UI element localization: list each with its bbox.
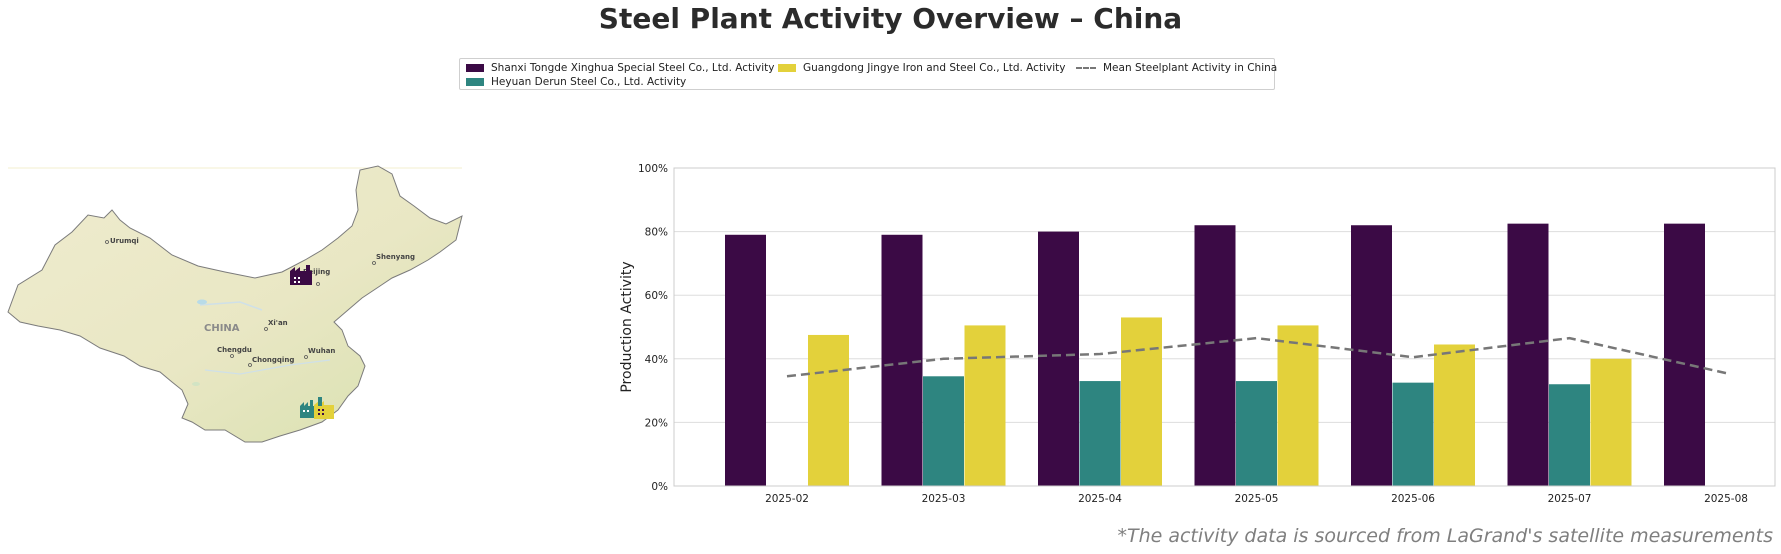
chart-title: Steel Plant Activity Overview – China <box>598 2 1183 35</box>
y-tick-label: 60% <box>645 290 668 302</box>
bar-heyuan-2025-03 <box>923 376 964 486</box>
bar-shanxi-2025-03 <box>881 234 923 486</box>
factory-icon-heyuan <box>300 400 314 418</box>
legend-item-mean: Mean Steelplant Activity in China <box>1076 62 1277 74</box>
x-tick-label: 2025-03 <box>922 493 966 505</box>
bars <box>725 223 1705 487</box>
legend-swatch-guangdong <box>778 64 796 72</box>
mean-line-group <box>786 336 1727 378</box>
china-map-svg: Urumqi Beijing Shenyang Xi'an Chengdu Ch… <box>7 165 463 443</box>
legend-swatch-mean <box>1076 67 1096 69</box>
legend-item-guangdong: Guangdong Jingye Iron and Steel Co., Ltd… <box>778 62 1065 74</box>
y-tick-label: 20% <box>645 417 668 429</box>
city-label-shenyang: Shenyang <box>376 253 415 261</box>
y-axis-label: Production Activity <box>619 261 635 392</box>
legend-label-shanxi: Shanxi Tongde Xinghua Special Steel Co.,… <box>491 62 775 74</box>
y-tick-label: 100% <box>638 163 668 175</box>
y-tick-label: 80% <box>645 227 668 239</box>
legend-label-mean: Mean Steelplant Activity in China <box>1103 62 1278 74</box>
y-tick-label: 40% <box>645 354 668 366</box>
china-map: Urumqi Beijing Shenyang Xi'an Chengdu Ch… <box>0 160 470 495</box>
city-label-chengdu: Chengdu <box>217 346 252 354</box>
bar-shanxi-2025-05 <box>1194 225 1236 487</box>
footnote: *The activity data is sourced from LaGra… <box>1117 525 1773 547</box>
bar-guangdong-2025-02 <box>808 334 849 486</box>
bar-shanxi-2025-08 <box>1664 223 1705 486</box>
legend-swatch-shanxi <box>466 64 484 72</box>
bar-shanxi-2025-04 <box>1038 231 1079 486</box>
bar-shanxi-2025-07 <box>1507 223 1549 486</box>
x-tick-label: 2025-06 <box>1391 493 1435 505</box>
city-label-beijing: Beijing <box>303 268 330 276</box>
legend-item-heyuan: Heyuan Derun Steel Co., Ltd. Activity <box>466 76 686 88</box>
bar-heyuan-2025-06 <box>1392 382 1434 486</box>
y-tick-labels: 0% 20% 40% 60% 80% 100% <box>638 163 668 493</box>
x-tick-label: 2025-05 <box>1235 493 1279 505</box>
city-label-urumqi: Urumqi <box>110 237 139 245</box>
city-label-xian: Xi'an <box>268 319 288 327</box>
country-label: CHINA <box>204 323 240 334</box>
factory-icon-guangdong <box>314 397 334 419</box>
x-tick-label: 2025-02 <box>765 493 809 505</box>
legend-label-guangdong: Guangdong Jingye Iron and Steel Co., Ltd… <box>803 62 1066 74</box>
china-outline <box>7 165 463 443</box>
factory-icon-shanxi <box>290 265 312 285</box>
bar-guangdong-2025-07 <box>1590 358 1632 486</box>
mean-activity-line <box>786 336 1727 378</box>
x-tick-label: 2025-04 <box>1078 493 1122 505</box>
x-tick-labels: 2025-02 2025-03 2025-04 2025-05 2025-06 2025-… <box>765 493 1748 505</box>
city-label-wuhan: Wuhan <box>308 347 335 355</box>
bar-heyuan-2025-07 <box>1549 384 1590 486</box>
legend-swatch-heyuan <box>466 78 484 86</box>
bar-guangdong-2025-05 <box>1277 325 1319 486</box>
y-tick-label: 0% <box>651 481 668 493</box>
plot-frame <box>673 167 1776 487</box>
x-tick-label: 2025-08 <box>1704 493 1748 505</box>
bar-shanxi-2025-06 <box>1351 225 1392 487</box>
legend-item-shanxi: Shanxi Tongde Xinghua Special Steel Co.,… <box>466 62 775 74</box>
bar-guangdong-2025-03 <box>964 325 1006 486</box>
legend: Shanxi Tongde Xinghua Special Steel Co.,… <box>459 58 1277 90</box>
bar-guangdong-2025-06 <box>1434 344 1475 486</box>
bar-shanxi-2025-02 <box>725 234 766 486</box>
bar-heyuan-2025-05 <box>1236 381 1277 486</box>
bar-heyuan-2025-04 <box>1079 381 1121 486</box>
bar-guangdong-2025-04 <box>1121 317 1162 486</box>
legend-label-heyuan: Heyuan Derun Steel Co., Ltd. Activity <box>491 76 687 88</box>
x-tick-label: 2025-07 <box>1548 493 1592 505</box>
city-label-chongqing: Chongqing <box>252 356 294 364</box>
